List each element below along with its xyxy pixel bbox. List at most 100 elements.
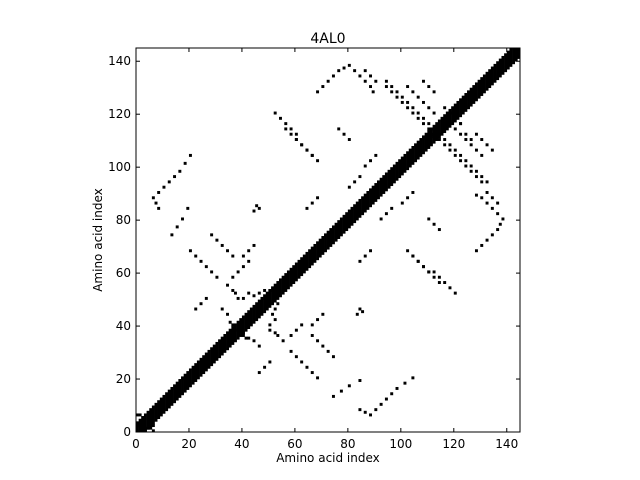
contact-cell: [432, 111, 436, 115]
diagonal-band-cell: [400, 156, 404, 176]
diagonal-band-cell: [392, 164, 396, 184]
contact-cell: [339, 389, 343, 393]
diagonal-band-cell: [512, 48, 516, 65]
contact-cell: [353, 69, 357, 73]
contact-cell: [358, 175, 362, 179]
diagonal-band-cell: [482, 74, 486, 94]
diagonal-band-cell: [509, 48, 513, 67]
contact-cell: [448, 148, 452, 152]
contact-cell: [347, 63, 351, 67]
contact-cell: [485, 201, 489, 205]
contact-cell: [157, 206, 161, 210]
contact-cell: [175, 225, 179, 229]
diagonal-band-cell: [154, 402, 158, 422]
contact-cell: [310, 201, 314, 205]
contact-cell: [411, 254, 415, 258]
contact-cell: [316, 318, 320, 322]
contact-cell: [289, 349, 293, 353]
contact-cell: [363, 410, 367, 414]
contact-cell: [181, 217, 184, 221]
diagonal-band-cell: [435, 122, 439, 141]
contact-cell: [281, 339, 285, 343]
contact-cell: [496, 201, 500, 205]
diagonal-band-cell: [313, 243, 317, 263]
diagonal-band-cell: [390, 167, 394, 187]
contact-cell: [395, 90, 399, 94]
diagonal-band-cell: [398, 159, 402, 179]
diagonal-band-cell: [451, 106, 455, 126]
diagonal-band-cell: [429, 127, 433, 147]
contact-cell: [257, 371, 261, 375]
contact-cell: [496, 212, 500, 216]
diagonal-band-cell: [406, 151, 410, 171]
contact-cell: [459, 132, 463, 136]
diagonal-band-cell: [186, 371, 190, 390]
contact-cell: [255, 204, 259, 208]
diagonal-band-cell: [247, 310, 251, 330]
diagonal-band-cell: [279, 278, 282, 298]
diagonal-band-cell: [271, 286, 275, 306]
diagonal-band-cell: [334, 222, 338, 242]
contact-cell: [337, 127, 341, 131]
contact-cell: [437, 275, 441, 279]
contact-cell: [369, 74, 372, 78]
contact-cell: [241, 296, 245, 300]
contact-cell: [231, 254, 235, 258]
contact-cell: [151, 429, 155, 433]
diagonal-band-cell: [440, 116, 444, 136]
contact-cell: [480, 180, 484, 184]
contact-cell: [173, 175, 177, 179]
contact-cell: [422, 100, 425, 104]
contact-cell: [326, 79, 330, 83]
contact-cell: [501, 217, 505, 221]
contact-cell: [316, 339, 320, 343]
contact-cell: [490, 148, 494, 152]
contact-cell: [427, 85, 431, 89]
contact-cell: [331, 74, 335, 78]
contact-cell: [474, 193, 478, 197]
contact-cell: [310, 153, 314, 157]
contact-cell: [485, 191, 489, 194]
diagonal-band-cell: [159, 397, 163, 417]
contact-cell: [289, 127, 293, 131]
contact-cell: [422, 116, 425, 120]
diagonal-band-cell: [183, 373, 187, 393]
contact-cell: [363, 69, 367, 73]
contact-cell: [374, 408, 378, 412]
contact-cell: [252, 294, 256, 298]
contact-cell: [347, 138, 351, 141]
contact-cell: [310, 323, 314, 327]
contact-cell: [220, 243, 224, 247]
contact-cell: [226, 283, 229, 287]
contact-cell: [480, 153, 484, 157]
contact-cell: [411, 191, 415, 194]
diagonal-band-cell: [289, 267, 293, 287]
contact-cell: [241, 331, 245, 335]
diagonal-band-cell: [151, 405, 155, 425]
contact-cell: [480, 196, 484, 200]
contact-cell: [432, 275, 436, 279]
contact-cell: [469, 164, 473, 168]
contact-cell: [154, 201, 158, 205]
y-tick-label: 20: [116, 372, 131, 386]
x-tick-label: 120: [442, 437, 465, 451]
diagonal-band-cell: [294, 262, 298, 282]
contact-cell: [300, 323, 304, 327]
diagonal-band-cell: [207, 349, 211, 369]
contact-cell: [294, 138, 298, 141]
contact-cell: [347, 384, 351, 388]
contact-cell: [384, 212, 388, 216]
contact-cell: [363, 254, 367, 258]
contact-cell: [244, 336, 248, 340]
diagonal-band-cell: [276, 281, 280, 300]
diagonal-band-cell: [281, 275, 285, 295]
contact-cell: [231, 275, 235, 279]
contact-cell: [353, 180, 357, 184]
contact-cell: [427, 270, 431, 274]
diagonal-band-cell: [233, 323, 237, 343]
contact-cell: [496, 228, 500, 232]
contact-cell: [321, 344, 325, 348]
diagonal-band-cell: [273, 283, 277, 303]
contact-cell: [400, 100, 404, 104]
contact-cell: [247, 291, 251, 295]
